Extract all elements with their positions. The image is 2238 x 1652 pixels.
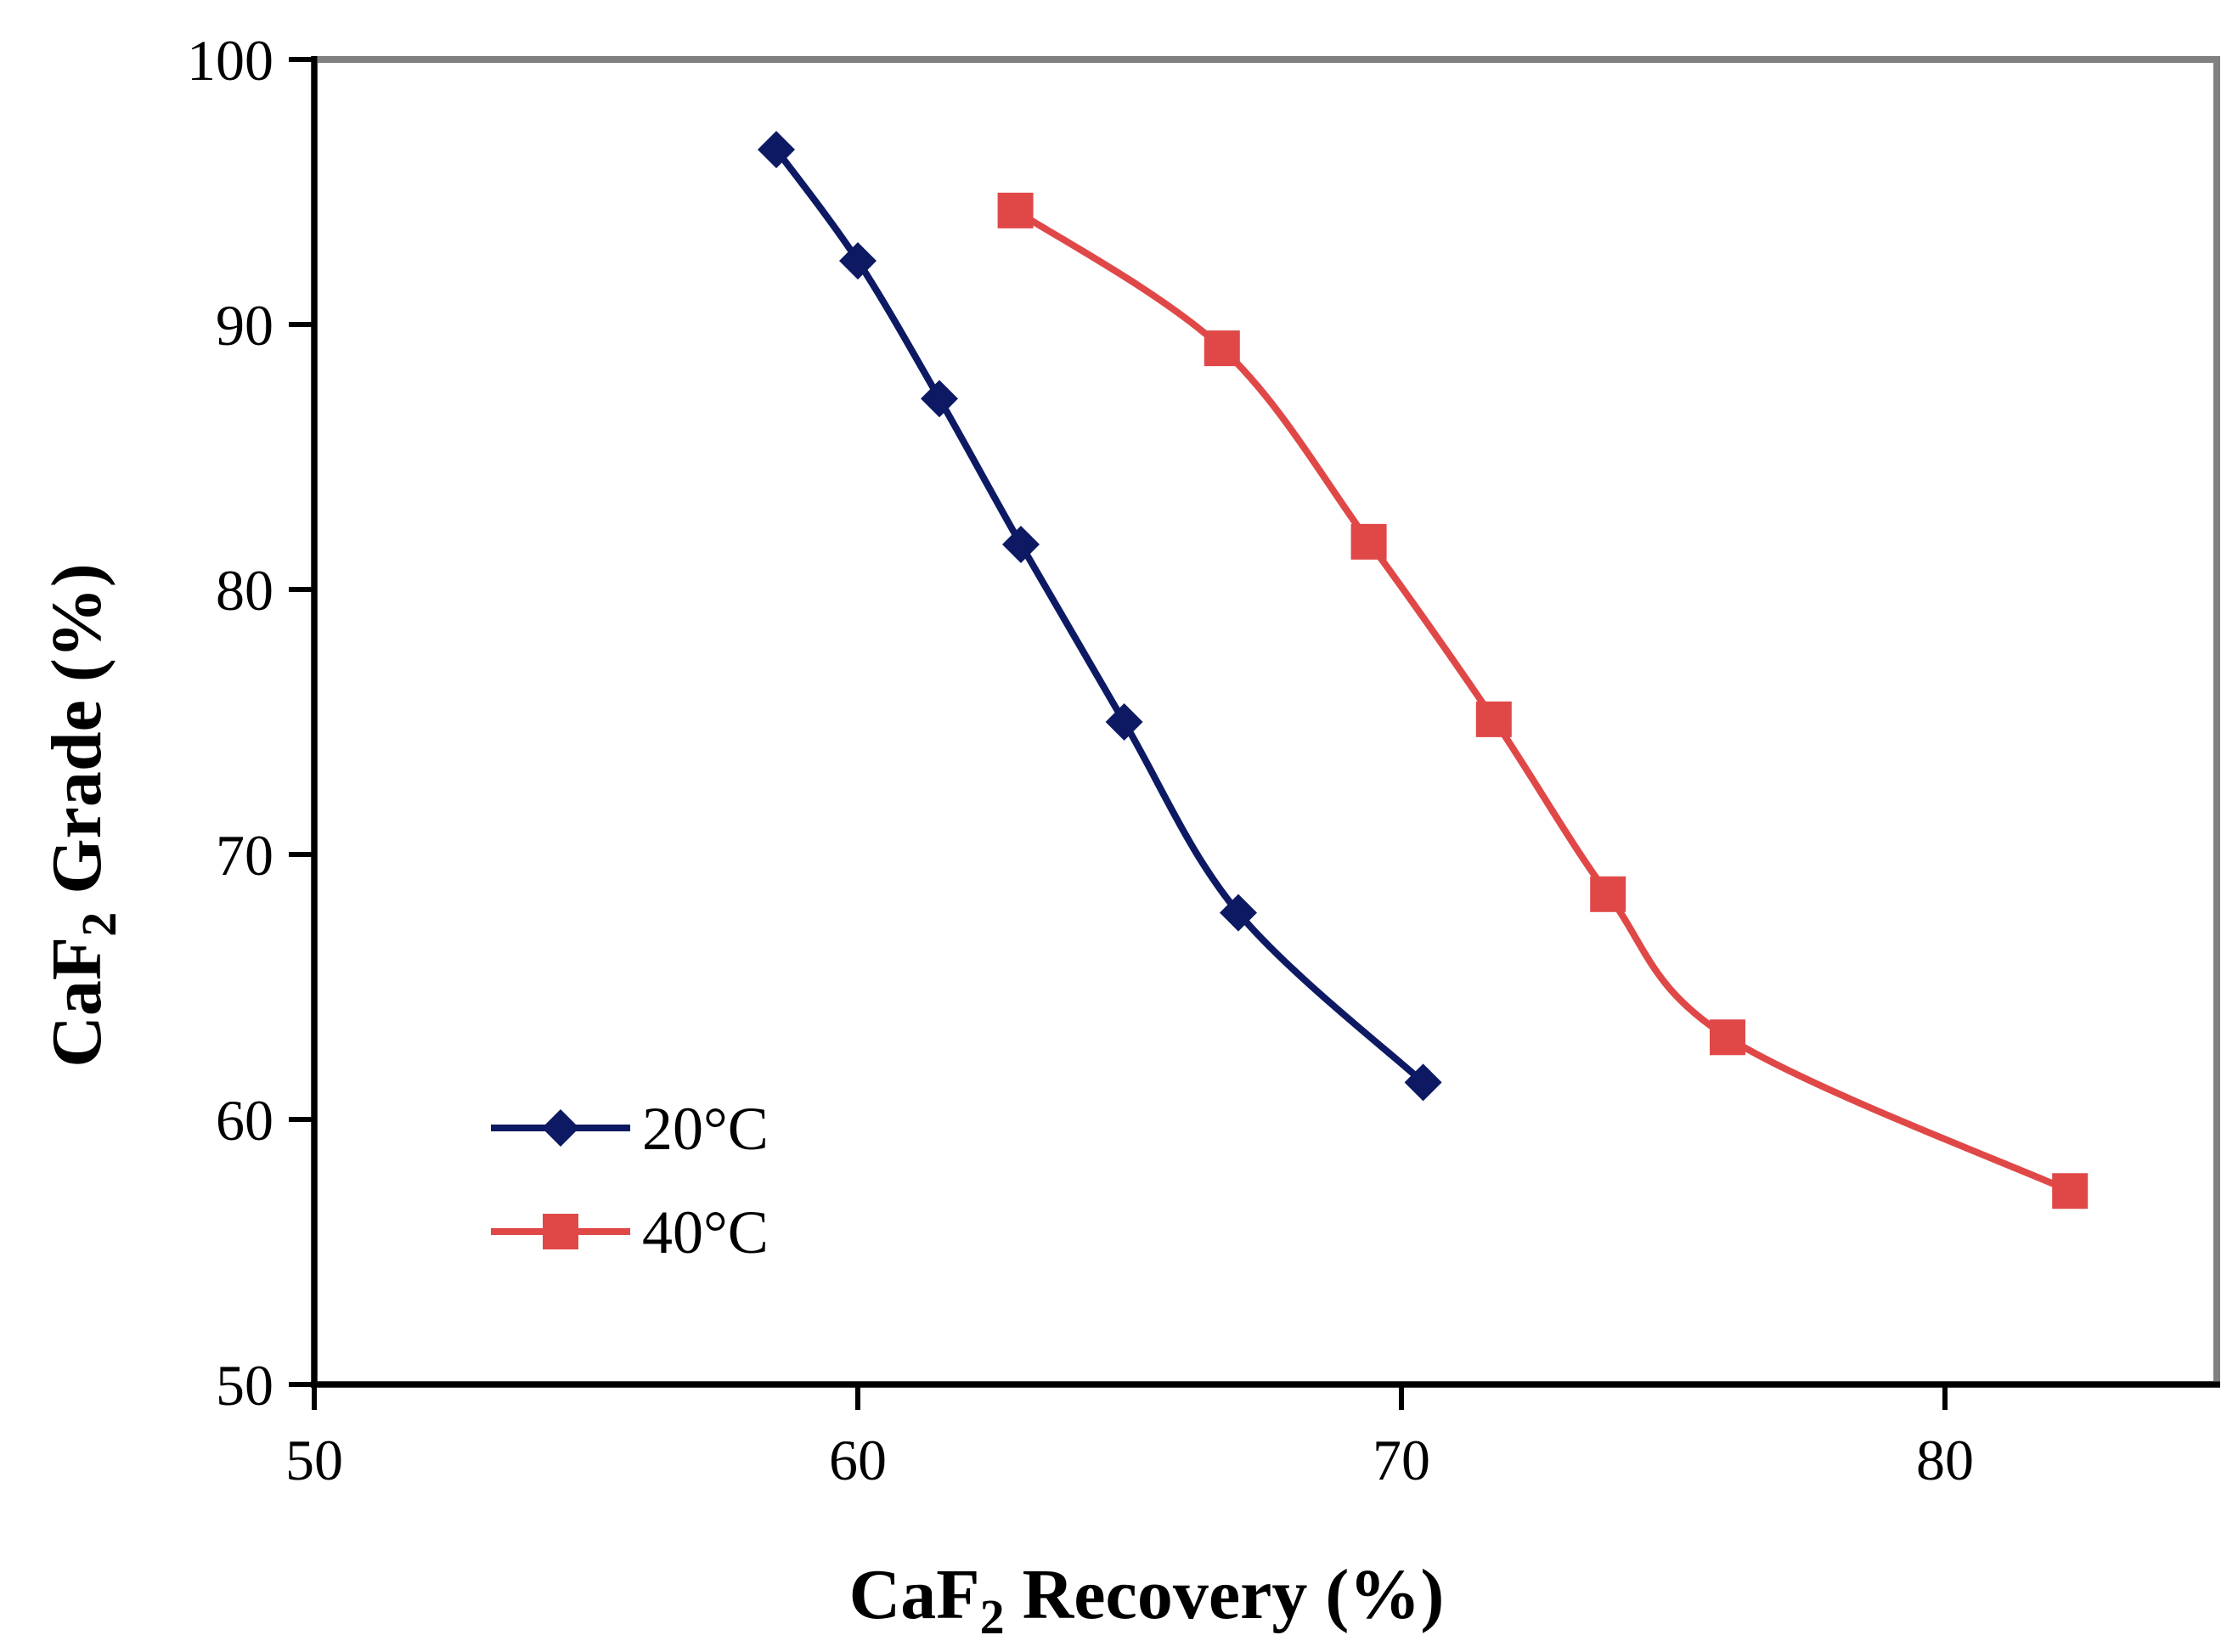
legend-label: 20°C — [642, 1095, 769, 1163]
data-point — [1350, 523, 1387, 560]
series-0 — [758, 131, 1442, 1102]
x-axis-title-suffix: Recovery (%) — [1005, 1555, 1445, 1634]
series-layer — [758, 131, 2089, 1209]
x-tick-label: 80 — [1916, 1428, 1974, 1492]
data-point — [1590, 876, 1626, 912]
y-tick-label: 90 — [216, 293, 273, 358]
legend-item-1: 40°C — [491, 1198, 769, 1266]
y-tick-label: 60 — [216, 1088, 273, 1153]
y-tick-label: 70 — [216, 823, 273, 888]
y-axis-title: CaF2 Grade (%) — [37, 563, 127, 1068]
y-tick-label: 80 — [216, 558, 273, 623]
series-1 — [997, 192, 2089, 1209]
data-point — [758, 131, 795, 169]
legend: 20°C 40°C — [491, 1095, 769, 1266]
series-line — [773, 147, 1426, 1085]
data-point — [839, 242, 877, 280]
data-point — [1204, 330, 1240, 367]
data-point — [1002, 525, 1040, 563]
x-tick-label: 50 — [285, 1428, 343, 1492]
data-point — [921, 380, 958, 418]
data-point — [997, 192, 1034, 228]
x-axis-title: CaF2 Recovery (%) — [849, 1555, 1445, 1644]
data-point — [1220, 894, 1257, 932]
data-point — [1475, 701, 1512, 737]
y-axis-title-prefix: CaF — [37, 937, 116, 1068]
legend-marker — [542, 1109, 579, 1147]
data-point — [1710, 1019, 1745, 1056]
y-axis-title-suffix: Grade (%) — [37, 563, 116, 912]
x-axis-title-prefix: CaF — [849, 1555, 980, 1634]
legend-label: 40°C — [642, 1198, 769, 1266]
plot-area — [311, 56, 2220, 1388]
y-axis-title-subscript: 2 — [71, 912, 127, 937]
y-tick-label: 100 — [187, 28, 273, 93]
data-point — [2052, 1173, 2089, 1209]
legend-item-0: 20°C — [491, 1095, 769, 1163]
data-point — [1105, 703, 1143, 741]
x-axis-title-subscript: 2 — [980, 1589, 1005, 1644]
axes: 50 60 70 80 90 100 50 60 70 80 — [187, 28, 2220, 1492]
x-tick-label: 60 — [829, 1428, 887, 1492]
y-tick-label: 50 — [216, 1353, 273, 1418]
data-point — [1404, 1063, 1442, 1102]
legend-marker — [543, 1214, 578, 1249]
x-tick-label: 70 — [1373, 1428, 1430, 1492]
